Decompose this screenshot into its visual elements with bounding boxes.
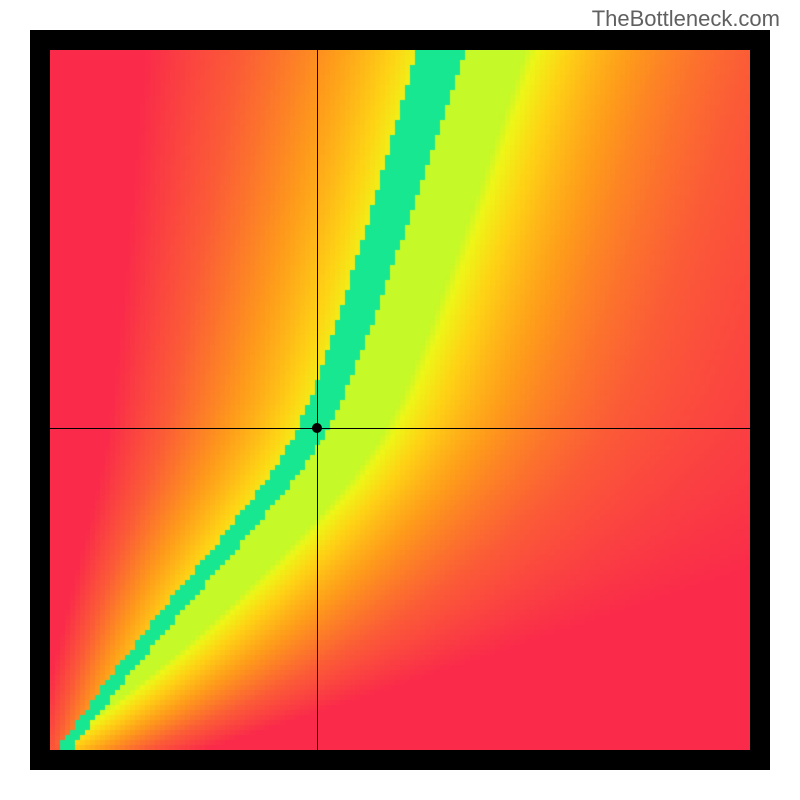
crosshair-horizontal bbox=[50, 428, 750, 429]
watermark-label: TheBottleneck.com bbox=[592, 6, 780, 32]
crosshair-vertical bbox=[317, 50, 318, 750]
heatmap-canvas bbox=[50, 50, 750, 750]
chart-container: TheBottleneck.com bbox=[0, 0, 800, 800]
marker-dot bbox=[312, 423, 322, 433]
plot-area bbox=[50, 50, 750, 750]
plot-frame bbox=[30, 30, 770, 770]
